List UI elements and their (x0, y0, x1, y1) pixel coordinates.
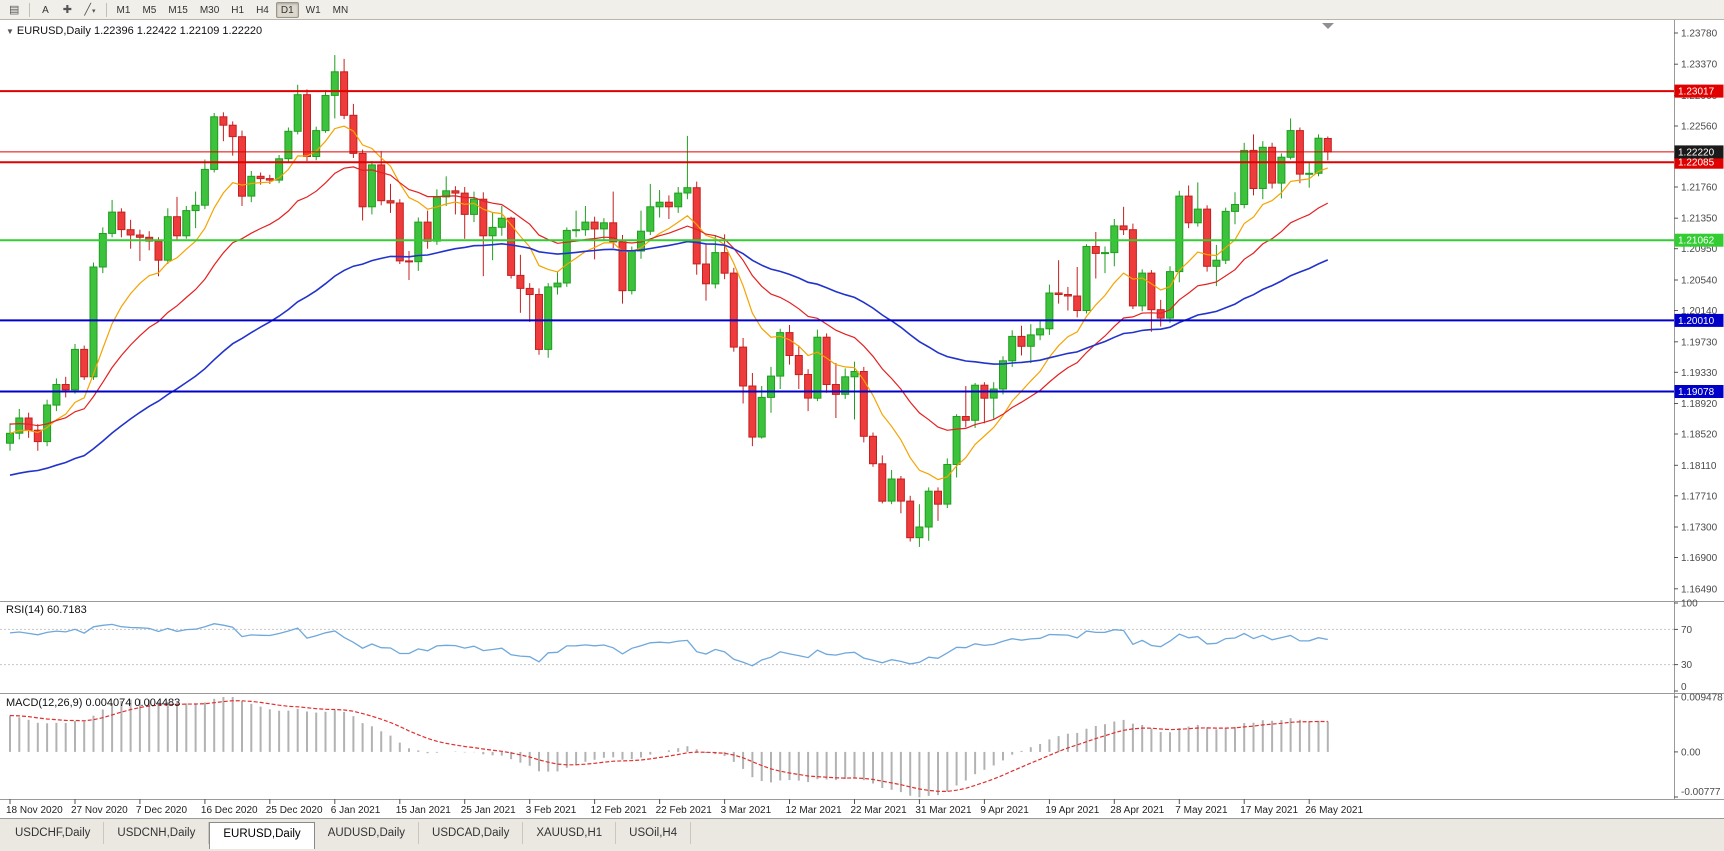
svg-text:18 Nov 2020: 18 Nov 2020 (6, 805, 63, 816)
chart-ohlc-values: 1.22396 1.22422 1.22109 1.22220 (93, 25, 263, 37)
toolbar: ▤ A ✚ ╱▾ M1 M5 M15 M30 H1 H4 D1 W1 MN (0, 0, 1724, 20)
rsi-pane: 100 70 30 0 (0, 599, 1698, 693)
timeframe-m1-button[interactable]: M1 (112, 2, 136, 18)
svg-text:1.21350: 1.21350 (1681, 214, 1718, 225)
svg-text:12 Mar 2021: 12 Mar 2021 (786, 805, 843, 816)
price-axis: 1.237801.233701.229601.225601.221501.217… (1674, 29, 1718, 595)
svg-text:1.23780: 1.23780 (1681, 29, 1718, 40)
svg-text:25 Jan 2021: 25 Jan 2021 (461, 805, 516, 816)
svg-text:1.20140: 1.20140 (1681, 306, 1718, 317)
svg-text:25 Dec 2020: 25 Dec 2020 (266, 805, 323, 816)
collapse-arrow-icon[interactable]: ▼ (6, 27, 14, 36)
svg-text:1.19078: 1.19078 (1678, 387, 1715, 398)
svg-text:1.22220: 1.22220 (1678, 147, 1715, 158)
svg-text:17 May 2021: 17 May 2021 (1240, 805, 1298, 816)
svg-text:1.20950: 1.20950 (1681, 244, 1718, 255)
svg-text:1.18920: 1.18920 (1681, 399, 1718, 410)
svg-text:0.009478: 0.009478 (1681, 693, 1723, 704)
svg-text:1.23017: 1.23017 (1678, 87, 1715, 98)
macd-signal-line (9, 700, 1328, 793)
price-tags: 1.23017 1.22085 1.21062 1.20010 1.19078 1.222… (1674, 84, 1724, 398)
svg-text:1.18520: 1.18520 (1681, 430, 1718, 441)
svg-text:1.21062: 1.21062 (1678, 236, 1715, 247)
svg-text:3 Mar 2021: 3 Mar 2021 (721, 805, 772, 816)
svg-text:15 Jan 2021: 15 Jan 2021 (396, 805, 451, 816)
price-chart-canvas[interactable]: 1.237801.233701.229601.225601.221501.217… (0, 20, 1724, 818)
tab-usdcnh-daily[interactable]: USDCNH,Daily (104, 822, 210, 844)
macd-indicator-label: MACD(12,26,9) 0.004074 0.004483 (6, 697, 181, 709)
timeframe-m15-button[interactable]: M15 (163, 2, 192, 18)
horizontal-lines[interactable] (0, 90, 1674, 393)
toolbar-separator (105, 2, 107, 17)
svg-text:1.21760: 1.21760 (1681, 183, 1718, 194)
trendline-icon: ╱ (84, 3, 92, 16)
svg-text:7 Dec 2020: 7 Dec 2020 (136, 805, 188, 816)
svg-text:28 Apr 2021: 28 Apr 2021 (1110, 805, 1164, 816)
timeframe-h1-button[interactable]: H1 (226, 2, 249, 18)
svg-text:1.16490: 1.16490 (1681, 584, 1718, 595)
svg-text:30: 30 (1681, 660, 1693, 671)
svg-text:1.22085: 1.22085 (1678, 158, 1715, 169)
svg-text:1.22560: 1.22560 (1681, 122, 1718, 133)
toolbar-separator (29, 2, 31, 17)
svg-text:6 Jan 2021: 6 Jan 2021 (331, 805, 381, 816)
chart-shift-marker[interactable] (1322, 23, 1334, 29)
moving-averages (9, 125, 1329, 481)
svg-text:1.20010: 1.20010 (1678, 316, 1715, 327)
svg-text:1.17710: 1.17710 (1681, 491, 1718, 502)
svg-text:3 Feb 2021: 3 Feb 2021 (526, 805, 577, 816)
rsi-line (9, 623, 1328, 667)
svg-text:22 Feb 2021: 22 Feb 2021 (656, 805, 713, 816)
tab-usoil-h4[interactable]: USOil,H4 (616, 822, 692, 844)
svg-text:26 May 2021: 26 May 2021 (1305, 805, 1363, 816)
svg-text:-0.00777: -0.00777 (1681, 787, 1721, 798)
svg-text:27 Nov 2020: 27 Nov 2020 (71, 805, 128, 816)
svg-text:7 May 2021: 7 May 2021 (1175, 805, 1228, 816)
svg-text:70: 70 (1681, 625, 1693, 636)
tab-usdchf-daily[interactable]: USDCHF,Daily (2, 822, 105, 844)
svg-text:1.20540: 1.20540 (1681, 276, 1718, 287)
svg-text:1.18110: 1.18110 (1681, 461, 1717, 472)
svg-text:1.19730: 1.19730 (1681, 337, 1718, 348)
timeframe-h4-button[interactable]: H4 (251, 2, 274, 18)
line-tools-dropdown[interactable]: ╱▾ (79, 2, 100, 18)
rsi-indicator-label: RSI(14) 60.7183 (6, 604, 87, 616)
chart-symbol-period: EURUSD,Daily (16, 25, 91, 37)
svg-text:1.16900: 1.16900 (1681, 553, 1718, 564)
tab-usdcad-daily[interactable]: USDCAD,Daily (419, 822, 524, 844)
date-axis: 18 Nov 2020 27 Nov 2020 7 Dec 2020 16 Dec 2… (6, 799, 1363, 816)
svg-text:31 Mar 2021: 31 Mar 2021 (915, 805, 972, 816)
macd-pane: 0.009478 0.00 -0.00777 (9, 693, 1723, 798)
cursor-button[interactable]: A (35, 2, 55, 18)
svg-text:1.19330: 1.19330 (1681, 368, 1718, 379)
crosshair-button[interactable]: ✚ (57, 2, 77, 18)
svg-text:22 Mar 2021: 22 Mar 2021 (851, 805, 908, 816)
svg-text:19 Apr 2021: 19 Apr 2021 (1045, 805, 1099, 816)
chevron-down-icon: ▾ (92, 7, 96, 15)
svg-text:1.23370: 1.23370 (1681, 60, 1718, 71)
timeframe-mn-button[interactable]: MN (328, 2, 354, 18)
timeframe-m30-button[interactable]: M30 (195, 2, 224, 18)
ma-line (9, 125, 1329, 481)
svg-text:16 Dec 2020: 16 Dec 2020 (201, 805, 258, 816)
tab-xauusd-h1[interactable]: XAUUSD,H1 (523, 822, 617, 844)
svg-text:100: 100 (1681, 599, 1698, 610)
timeframe-w1-button[interactable]: W1 (301, 2, 326, 18)
svg-text:0.00: 0.00 (1681, 747, 1701, 758)
svg-text:0: 0 (1681, 682, 1687, 693)
chart-tab-bar: USDCHF,Daily USDCNH,Daily EURUSD,Daily A… (0, 818, 1724, 851)
svg-text:12 Feb 2021: 12 Feb 2021 (591, 805, 648, 816)
tab-audusd-daily[interactable]: AUDUSD,Daily (315, 822, 420, 844)
svg-text:9 Apr 2021: 9 Apr 2021 (980, 805, 1029, 816)
candles (6, 55, 1332, 547)
chart-list-icon[interactable]: ▤ (4, 2, 24, 18)
timeframe-d1-button[interactable]: D1 (275, 1, 299, 18)
svg-text:1.17300: 1.17300 (1681, 523, 1718, 534)
timeframe-m5-button[interactable]: M5 (137, 2, 161, 18)
ma-line (9, 166, 1329, 431)
tab-eurusd-daily[interactable]: EURUSD,Daily (209, 822, 315, 849)
ma-line (9, 240, 1329, 476)
chart-title: ▼ EURUSD,Daily 1.22396 1.22422 1.22109 1.… (6, 25, 262, 37)
